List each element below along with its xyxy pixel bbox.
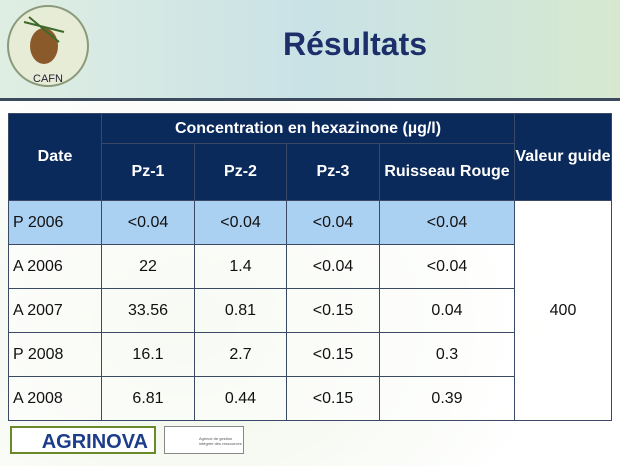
value-cell: 16.1 [102, 333, 195, 377]
guide-cell: 400 [515, 201, 612, 421]
header-cell: Pz-3 [287, 144, 380, 201]
value-cell: <0.04 [380, 201, 515, 245]
date-cell: A 2006 [9, 245, 102, 289]
header-cell: Date [9, 114, 102, 201]
date-cell: A 2007 [9, 289, 102, 333]
value-cell: <0.15 [287, 377, 380, 421]
value-cell: 6.81 [102, 377, 195, 421]
value-cell: <0.04 [102, 201, 195, 245]
value-cell: 0.81 [195, 289, 287, 333]
value-cell: <0.04 [195, 201, 287, 245]
header-cell: Concentration en hexazinone (µg/l) [102, 114, 515, 144]
value-cell: 0.44 [195, 377, 287, 421]
value-cell: 0.3 [380, 333, 515, 377]
logo: CAFN [4, 2, 96, 92]
value-cell: <0.15 [287, 333, 380, 377]
value-cell: 1.4 [195, 245, 287, 289]
slide: CAFN Résultats Date Concentration en hex… [0, 0, 620, 466]
header-cell: Pz-2 [195, 144, 287, 201]
date-cell: P 2008 [9, 333, 102, 377]
footer-logo: AGRINOVA [10, 426, 156, 454]
value-cell: 33.56 [102, 289, 195, 333]
value-cell: 2.7 [195, 333, 287, 377]
value-cell: <0.04 [287, 201, 380, 245]
results-table: Date Concentration en hexazinone (µg/l) … [8, 113, 612, 421]
value-cell: <0.04 [287, 245, 380, 289]
value-cell: 0.39 [380, 377, 515, 421]
title: Résultats [230, 26, 480, 63]
date-cell: P 2006 [9, 201, 102, 245]
date-cell: A 2008 [9, 377, 102, 421]
header-cell: Valeur guide [515, 114, 612, 201]
value-cell: 0.04 [380, 289, 515, 333]
footer-logo: Agence de gestion intégrée des ressource… [164, 426, 244, 454]
value-cell: 22 [102, 245, 195, 289]
value-cell: <0.15 [287, 289, 380, 333]
logo-text: CAFN [33, 73, 63, 85]
header-cell: Pz-1 [102, 144, 195, 201]
value-cell: <0.04 [380, 245, 515, 289]
header-cell: Ruisseau Rouge [380, 144, 515, 201]
